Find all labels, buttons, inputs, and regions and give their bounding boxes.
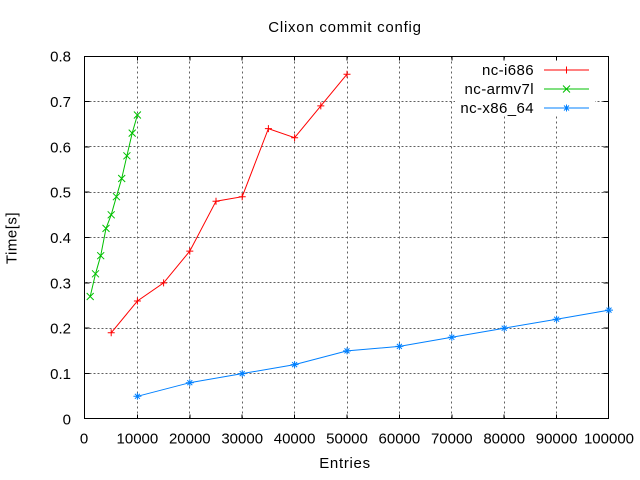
svg-text:0.6: 0.6 — [50, 139, 71, 156]
svg-text:nc-x86_64: nc-x86_64 — [460, 100, 534, 117]
svg-text:Clixon commit config: Clixon commit config — [268, 19, 421, 36]
svg-text:0.5: 0.5 — [50, 185, 71, 202]
svg-text:70000: 70000 — [431, 431, 473, 448]
svg-text:20000: 20000 — [169, 431, 211, 448]
svg-text:80000: 80000 — [483, 431, 525, 448]
svg-text:nc-i686: nc-i686 — [482, 62, 534, 79]
svg-text:0.7: 0.7 — [50, 94, 71, 111]
svg-text:10000: 10000 — [117, 431, 159, 448]
svg-text:0: 0 — [63, 412, 71, 429]
svg-text:0: 0 — [80, 431, 88, 448]
svg-text:30000: 30000 — [221, 431, 263, 448]
svg-text:90000: 90000 — [536, 431, 578, 448]
svg-text:nc-armv7l: nc-armv7l — [465, 81, 534, 98]
svg-text:0.2: 0.2 — [50, 321, 71, 338]
svg-text:0.8: 0.8 — [50, 49, 71, 66]
svg-text:Entries: Entries — [319, 455, 371, 472]
svg-text:0.3: 0.3 — [50, 275, 71, 292]
svg-text:Time[s]: Time[s] — [4, 212, 21, 264]
svg-text:60000: 60000 — [379, 431, 421, 448]
svg-text:100000: 100000 — [584, 431, 634, 448]
svg-text:50000: 50000 — [326, 431, 368, 448]
svg-text:0.4: 0.4 — [50, 230, 71, 247]
svg-text:0.1: 0.1 — [50, 366, 71, 383]
svg-text:40000: 40000 — [274, 431, 316, 448]
